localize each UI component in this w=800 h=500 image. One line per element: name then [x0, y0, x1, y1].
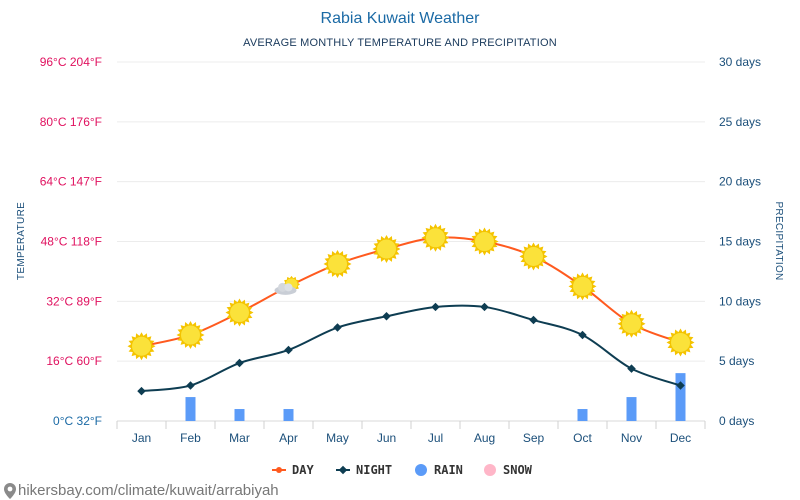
- right-tick-label: 15 days: [719, 235, 761, 249]
- night-point: [676, 381, 685, 390]
- precipitation-bars: [185, 373, 686, 421]
- sun-icon: [127, 332, 156, 361]
- night-point: [333, 323, 342, 332]
- legend-item-snow[interactable]: SNOW: [484, 463, 533, 477]
- location-pin-icon: [4, 483, 16, 499]
- legend-label: DAY: [292, 463, 314, 477]
- x-tick-label: Oct: [573, 431, 592, 445]
- rain-bar: [283, 409, 294, 421]
- sun-icon: [470, 227, 499, 256]
- partly-cloudy-icon: [274, 275, 300, 295]
- day-series: [141, 236, 681, 348]
- night-series: [137, 302, 685, 396]
- rain-bar: [675, 373, 686, 421]
- sun-icon: [421, 223, 450, 252]
- legend-label: SNOW: [503, 463, 533, 477]
- rain-bar: [626, 397, 637, 421]
- x-tick-label: Dec: [670, 431, 691, 445]
- right-tick-label: 25 days: [719, 115, 761, 129]
- right-tick-label: 30 days: [719, 55, 761, 69]
- left-axis-ticks: 0°C 32°F 16°C 60°F 32°C 89°F 48°C 118°F 64°C…: [40, 55, 102, 428]
- sun-icon: [372, 234, 401, 263]
- right-tick-label: 5 days: [719, 354, 754, 368]
- rain-bar: [234, 409, 245, 421]
- night-point: [137, 386, 146, 396]
- day-line: [141, 236, 681, 348]
- x-tick-label: Mar: [229, 431, 250, 445]
- rain-bar: [185, 397, 196, 421]
- legend-marker: [484, 464, 496, 476]
- x-tick-label: Jan: [132, 431, 151, 445]
- x-tick-label: Feb: [180, 431, 201, 445]
- weather-icons: [127, 223, 695, 361]
- night-point: [529, 315, 538, 325]
- source-link[interactable]: hikersbay.com/climate/kuwait/arrabiyah: [18, 482, 279, 499]
- x-tick-label: May: [326, 431, 349, 445]
- right-axis-ticks: 0 days 5 days 10 days 15 days 20 days 25 days…: [719, 55, 761, 428]
- x-tick-label: Jul: [428, 431, 443, 445]
- night-point: [627, 364, 636, 373]
- night-point: [431, 302, 440, 312]
- legend-item-rain[interactable]: RAIN: [415, 463, 463, 477]
- chart-subtitle: AVERAGE MONTHLY TEMPERATURE AND PRECIPIT…: [243, 37, 557, 49]
- left-tick-label: 32°C 89°F: [46, 294, 102, 308]
- legend-marker: [338, 465, 348, 475]
- legend: DAY NIGHT RAIN SNOW: [272, 463, 533, 477]
- footer-source[interactable]: hikersbay.com/climate/kuwait/arrabiyah: [4, 482, 279, 499]
- sun-icon: [225, 298, 254, 327]
- legend-item-night[interactable]: NIGHT: [336, 463, 392, 477]
- night-point: [578, 330, 587, 340]
- chart-title: Rabia Kuwait Weather: [321, 10, 481, 27]
- sun-icon: [519, 242, 548, 271]
- legend-marker: [276, 467, 282, 473]
- left-tick-label: 16°C 60°F: [46, 354, 102, 368]
- night-point: [186, 381, 195, 390]
- grid-lines: [117, 61, 705, 422]
- x-tick-label: Sep: [523, 431, 545, 445]
- right-axis-title: PRECIPITATION: [773, 201, 784, 280]
- sun-icon: [323, 249, 352, 278]
- night-point: [480, 302, 489, 312]
- sun-icon: [176, 320, 205, 349]
- rain-bar: [577, 409, 588, 421]
- legend-marker: [415, 464, 427, 476]
- right-tick-label: 20 days: [719, 175, 761, 189]
- left-tick-label: 96°C 204°F: [40, 55, 102, 69]
- right-tick-label: 10 days: [719, 294, 761, 308]
- sun-icon: [666, 328, 695, 357]
- legend-label: NIGHT: [356, 463, 392, 477]
- right-tick-label: 0 days: [719, 414, 754, 428]
- x-tick-label: Nov: [621, 431, 642, 445]
- left-tick-label: 80°C 176°F: [40, 115, 102, 129]
- x-axis-ticks: Jan Feb Mar Apr May Jun Jul Aug Sep Oct Nov Dec: [116, 421, 706, 445]
- night-line: [141, 304, 681, 393]
- legend-item-day[interactable]: DAY: [272, 463, 314, 477]
- sun-icon: [568, 272, 597, 301]
- legend-label: RAIN: [434, 463, 463, 477]
- x-tick-label: Apr: [279, 431, 298, 445]
- left-tick-label: 48°C 118°F: [41, 235, 102, 249]
- left-axis-title: TEMPERATURE: [16, 202, 27, 280]
- left-tick-label: 64°C 147°F: [40, 175, 102, 189]
- night-point: [284, 345, 293, 355]
- x-tick-label: Jun: [377, 431, 396, 445]
- left-tick-label: 0°C 32°F: [53, 414, 102, 428]
- sun-icon: [617, 309, 646, 338]
- x-tick-label: Aug: [474, 431, 495, 445]
- night-point: [235, 358, 244, 368]
- night-point: [382, 312, 391, 321]
